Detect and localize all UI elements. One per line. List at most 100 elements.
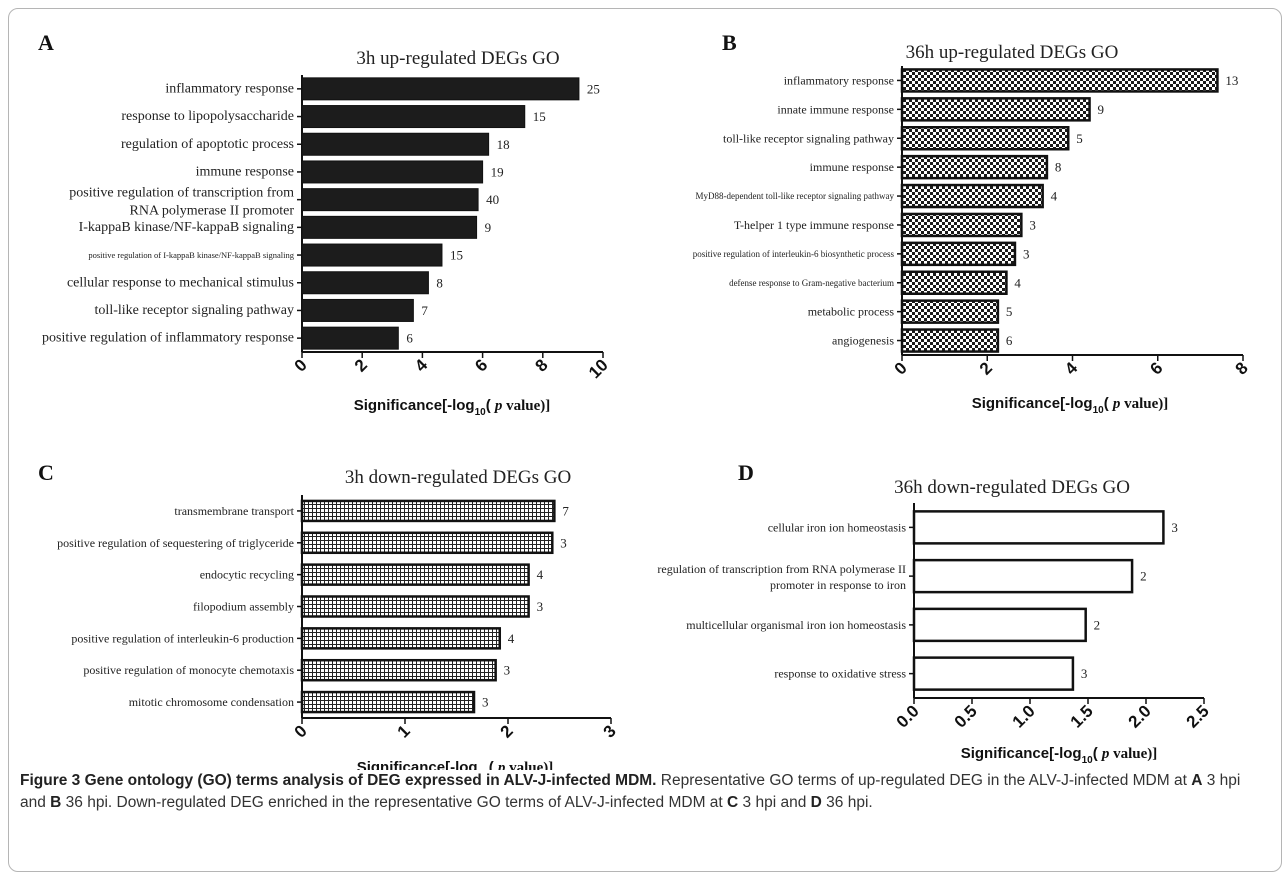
bar-2 — [300, 531, 554, 555]
category-label-10: angiogenesis — [832, 334, 894, 348]
data-label-5: 40 — [486, 192, 499, 207]
data-label-5: 4 — [1051, 189, 1058, 204]
chart-title: 36h up-regulated DEGs GO — [906, 42, 1119, 63]
bar-4 — [301, 160, 484, 184]
panel-letter-b: B — [722, 30, 737, 55]
category-label-1: inflammatory response — [784, 73, 894, 87]
category-label-2: positive regulation of sequestering of t… — [57, 536, 294, 550]
caption-text-4: 3 hpi and — [738, 794, 811, 811]
data-label-9: 5 — [1006, 304, 1013, 319]
bar-6 — [900, 212, 1023, 238]
x-tick-label: 2 — [976, 358, 996, 378]
chart-title: 3h down-regulated DEGs GO — [345, 467, 571, 488]
bar-9 — [900, 299, 1000, 324]
caption-text-3: 36 hpi. Down-regulated DEG enriched in t… — [61, 794, 728, 811]
data-label-7: 3 — [482, 695, 489, 710]
bar-1 — [301, 77, 580, 101]
category-label-7: positive regulation of I-kappaB kinase/N… — [88, 250, 294, 260]
x-tick-label: 1.0 — [1009, 701, 1039, 731]
chart-panel-c: C 3h down-regulated DEGs GO transmembrane … — [38, 460, 620, 770]
data-label-10: 6 — [406, 331, 413, 346]
x-tick-label: 0.5 — [951, 701, 981, 731]
bar-4 — [300, 595, 530, 618]
category-label-7: positive regulation of interleukin-6 bio… — [693, 249, 895, 259]
data-label-6: 9 — [485, 220, 492, 235]
category-label-2: regulation of transcription from RNA pol… — [657, 562, 906, 592]
chart-panel-b: B 36h up-regulated DEGs GO inflammatory re… — [693, 30, 1252, 416]
data-label-4: 19 — [491, 164, 504, 179]
x-tick-label: 8 — [531, 355, 551, 375]
bar-3 — [900, 126, 1070, 151]
bar-4 — [900, 154, 1049, 180]
category-label-3: toll-like receptor signaling pathway — [723, 131, 894, 145]
panel-letter-c: C — [38, 460, 54, 485]
category-label-3: endocytic recycling — [200, 568, 294, 582]
bar-5 — [900, 183, 1044, 209]
category-label-6: I-kappaB kinase/NF-kappaB signaling — [79, 220, 294, 235]
category-label-2: response to lipopolysaccharide — [121, 109, 294, 124]
chart-panel-d: D 36h down-regulated DEGs GO cellular iron… — [657, 460, 1212, 766]
data-label-10: 6 — [1006, 333, 1013, 348]
x-axis-label: Significance[-log10( p value)] — [354, 397, 551, 418]
bar-3 — [301, 132, 490, 156]
data-label-1: 13 — [1225, 73, 1238, 88]
data-label-3: 18 — [497, 137, 510, 152]
category-label-5: MyD88-dependent toll-like receptor signa… — [696, 191, 895, 201]
x-axis-label: Significance[-log10( p value)] — [357, 759, 554, 770]
category-label-4: immune response — [810, 160, 894, 174]
category-label-9: metabolic process — [808, 305, 895, 319]
category-label-1: transmembrane transport — [174, 504, 294, 518]
data-label-3: 4 — [537, 567, 544, 582]
category-label-3: regulation of apoptotic process — [121, 137, 294, 152]
data-label-1: 7 — [562, 503, 569, 518]
data-label-9: 7 — [421, 303, 428, 318]
x-tick-label: 8 — [1232, 358, 1252, 378]
data-label-1: 25 — [587, 81, 600, 96]
x-tick-label: 1 — [394, 721, 414, 741]
category-label-10: positive regulation of inflammatory resp… — [42, 331, 294, 346]
data-label-4: 3 — [537, 599, 544, 614]
category-label-5: positive regulation of transcription fro… — [69, 186, 294, 219]
panel-letter-a: A — [38, 30, 54, 55]
x-tick-label: 2 — [351, 355, 371, 375]
x-tick-label: 0.0 — [893, 701, 923, 731]
bar-8 — [301, 271, 429, 295]
data-label-7: 15 — [450, 248, 463, 263]
x-axis-label: Significance[-log10( p value)] — [972, 395, 1169, 416]
data-label-8: 4 — [1014, 275, 1021, 290]
category-label-2: innate immune response — [777, 102, 894, 116]
category-label-1: inflammatory response — [165, 81, 294, 96]
data-label-6: 3 — [1029, 217, 1036, 232]
x-tick-label: 0 — [291, 355, 311, 375]
bar-10 — [301, 326, 399, 350]
caption-text-1: Representative GO terms of up-regulated … — [656, 772, 1192, 789]
caption-ref-b: B — [50, 794, 62, 811]
chart-title: 36h down-regulated DEGs GO — [894, 477, 1130, 498]
caption-text-2: 3 hpi and — [20, 772, 1241, 811]
bar-3 — [300, 563, 530, 586]
bar-7 — [301, 243, 443, 267]
bar-7 — [300, 690, 476, 714]
data-label-3: 2 — [1094, 617, 1101, 632]
x-tick-label: 6 — [471, 355, 491, 375]
category-label-4: filopodium assembly — [193, 600, 294, 614]
data-label-7: 3 — [1023, 246, 1030, 261]
data-label-2: 15 — [533, 109, 546, 124]
bar-2 — [900, 97, 1091, 122]
figure-frame — [8, 8, 1282, 872]
x-tick-label: 4 — [411, 355, 432, 376]
bar-9 — [301, 298, 414, 322]
bar-2 — [912, 558, 1134, 594]
caption-lead: Figure 3 Gene ontology (GO) terms analys… — [20, 772, 657, 789]
x-tick-label: 0 — [291, 721, 311, 741]
category-label-3: multicellular organismal iron ion homeos… — [686, 618, 906, 632]
data-label-2: 9 — [1098, 102, 1105, 117]
data-label-4: 8 — [1055, 160, 1062, 175]
x-tick-label: 1.5 — [1067, 701, 1097, 731]
bar-6 — [300, 658, 497, 682]
bar-3 — [912, 607, 1087, 643]
bar-8 — [900, 270, 1008, 295]
x-tick-label: 4 — [1061, 358, 1082, 379]
bar-1 — [900, 68, 1219, 93]
x-tick-label: 10 — [585, 355, 612, 382]
